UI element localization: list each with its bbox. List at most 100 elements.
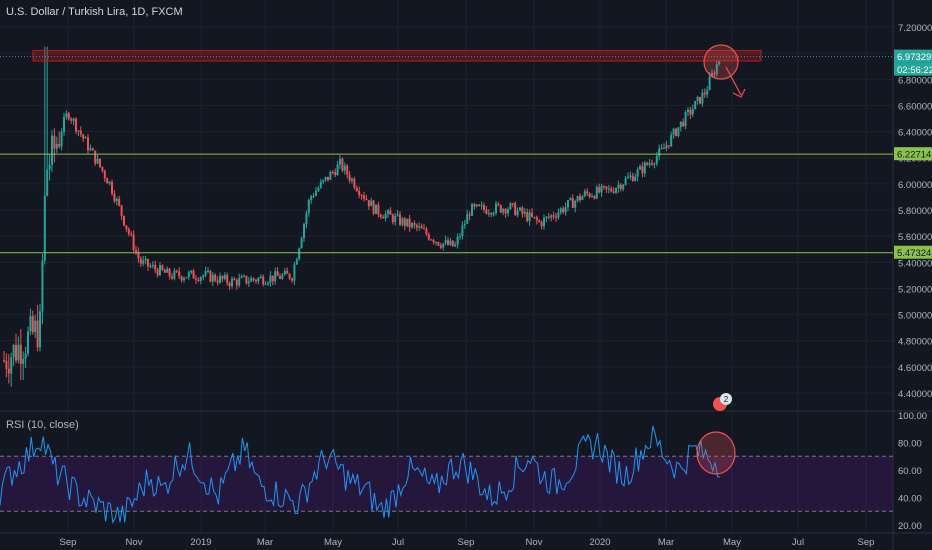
candle [339, 155, 341, 169]
candle [499, 204, 502, 214]
candle-body [286, 270, 289, 274]
candle [468, 211, 471, 221]
candle-body [379, 214, 382, 218]
candle [387, 208, 389, 219]
event-badge[interactable]: 2 [713, 393, 732, 411]
candle-body [449, 240, 452, 245]
candle [603, 185, 605, 190]
candle-body [651, 163, 653, 165]
candle [667, 145, 670, 150]
candle-body [15, 345, 17, 361]
candle [154, 260, 157, 273]
candle-body [317, 187, 320, 191]
price-tick-label: 6.80000 [898, 75, 932, 86]
candle-body [271, 275, 274, 282]
candle-body [233, 278, 236, 281]
candle-body [262, 276, 265, 285]
candle-body [75, 118, 77, 132]
annotation-circle [703, 44, 739, 80]
candle [471, 202, 473, 217]
candle [629, 171, 632, 180]
candle [442, 243, 445, 251]
time-tick-label: Jul [792, 537, 804, 548]
candle-body [420, 226, 423, 229]
candle-body [473, 204, 476, 207]
candle-body [29, 316, 32, 332]
candle-body [667, 145, 670, 147]
candle-body [312, 195, 315, 197]
candle [617, 180, 620, 193]
candle [168, 267, 171, 280]
candle [43, 46, 46, 265]
candle-body [670, 134, 673, 147]
candle-body [228, 283, 231, 287]
candle-body [543, 218, 545, 227]
candle-body [341, 158, 344, 171]
candle-body [713, 73, 716, 75]
candle-body [569, 198, 572, 201]
candle-body [399, 214, 401, 225]
candle [190, 270, 193, 275]
candle [583, 188, 586, 198]
candle [15, 333, 17, 364]
candle-body [149, 266, 152, 268]
time-tick-label: Jul [392, 537, 404, 548]
candle [586, 188, 589, 197]
candle [701, 89, 704, 107]
candle-body [711, 73, 713, 77]
candle-body [439, 245, 442, 248]
candle [430, 238, 433, 241]
candle-body [175, 270, 178, 272]
candle-body [53, 135, 56, 149]
candle-body [216, 280, 219, 283]
candle [343, 162, 346, 175]
candle-body [483, 205, 485, 210]
candle-body [19, 344, 22, 364]
candle [221, 275, 224, 283]
candle-body [499, 205, 502, 213]
candle-body [27, 331, 29, 354]
candle-body [706, 89, 709, 95]
candle-body [355, 187, 358, 192]
candle [271, 275, 274, 286]
candle-body [480, 205, 483, 207]
candle [456, 233, 459, 249]
candle [648, 158, 651, 168]
candle [207, 267, 209, 273]
candle-body [365, 198, 368, 200]
candle-body [96, 158, 99, 164]
time-tick-label: Sep [458, 537, 475, 548]
candle-body [581, 196, 584, 200]
price-tick-label: 5.40000 [898, 258, 932, 269]
candle-body [509, 203, 512, 210]
last-price-tag-text: 6.97329 [897, 52, 931, 63]
candle-body [7, 368, 10, 374]
candle [175, 269, 178, 274]
rsi-annotation-circle [696, 431, 736, 475]
candle [672, 127, 675, 139]
candle-body [159, 265, 161, 276]
candle [689, 106, 692, 120]
candle [120, 204, 123, 220]
candle [382, 214, 385, 219]
time-tick-label: May [723, 537, 741, 548]
price-tick-label: 6.60000 [898, 101, 932, 112]
candle-body [303, 224, 305, 239]
candle [317, 185, 320, 192]
candle [142, 255, 145, 267]
candle-body [675, 128, 677, 136]
candle-body [79, 130, 82, 135]
candle [509, 202, 512, 210]
candle-body [291, 278, 293, 281]
candle [663, 143, 665, 149]
candle [696, 95, 699, 105]
candle-body [648, 163, 651, 165]
candle-body [288, 273, 291, 279]
candle-body [463, 223, 466, 226]
candle-body [300, 238, 303, 249]
candle-body [187, 272, 190, 278]
candle [127, 227, 130, 237]
candle-body [120, 205, 123, 216]
candle [459, 233, 461, 240]
